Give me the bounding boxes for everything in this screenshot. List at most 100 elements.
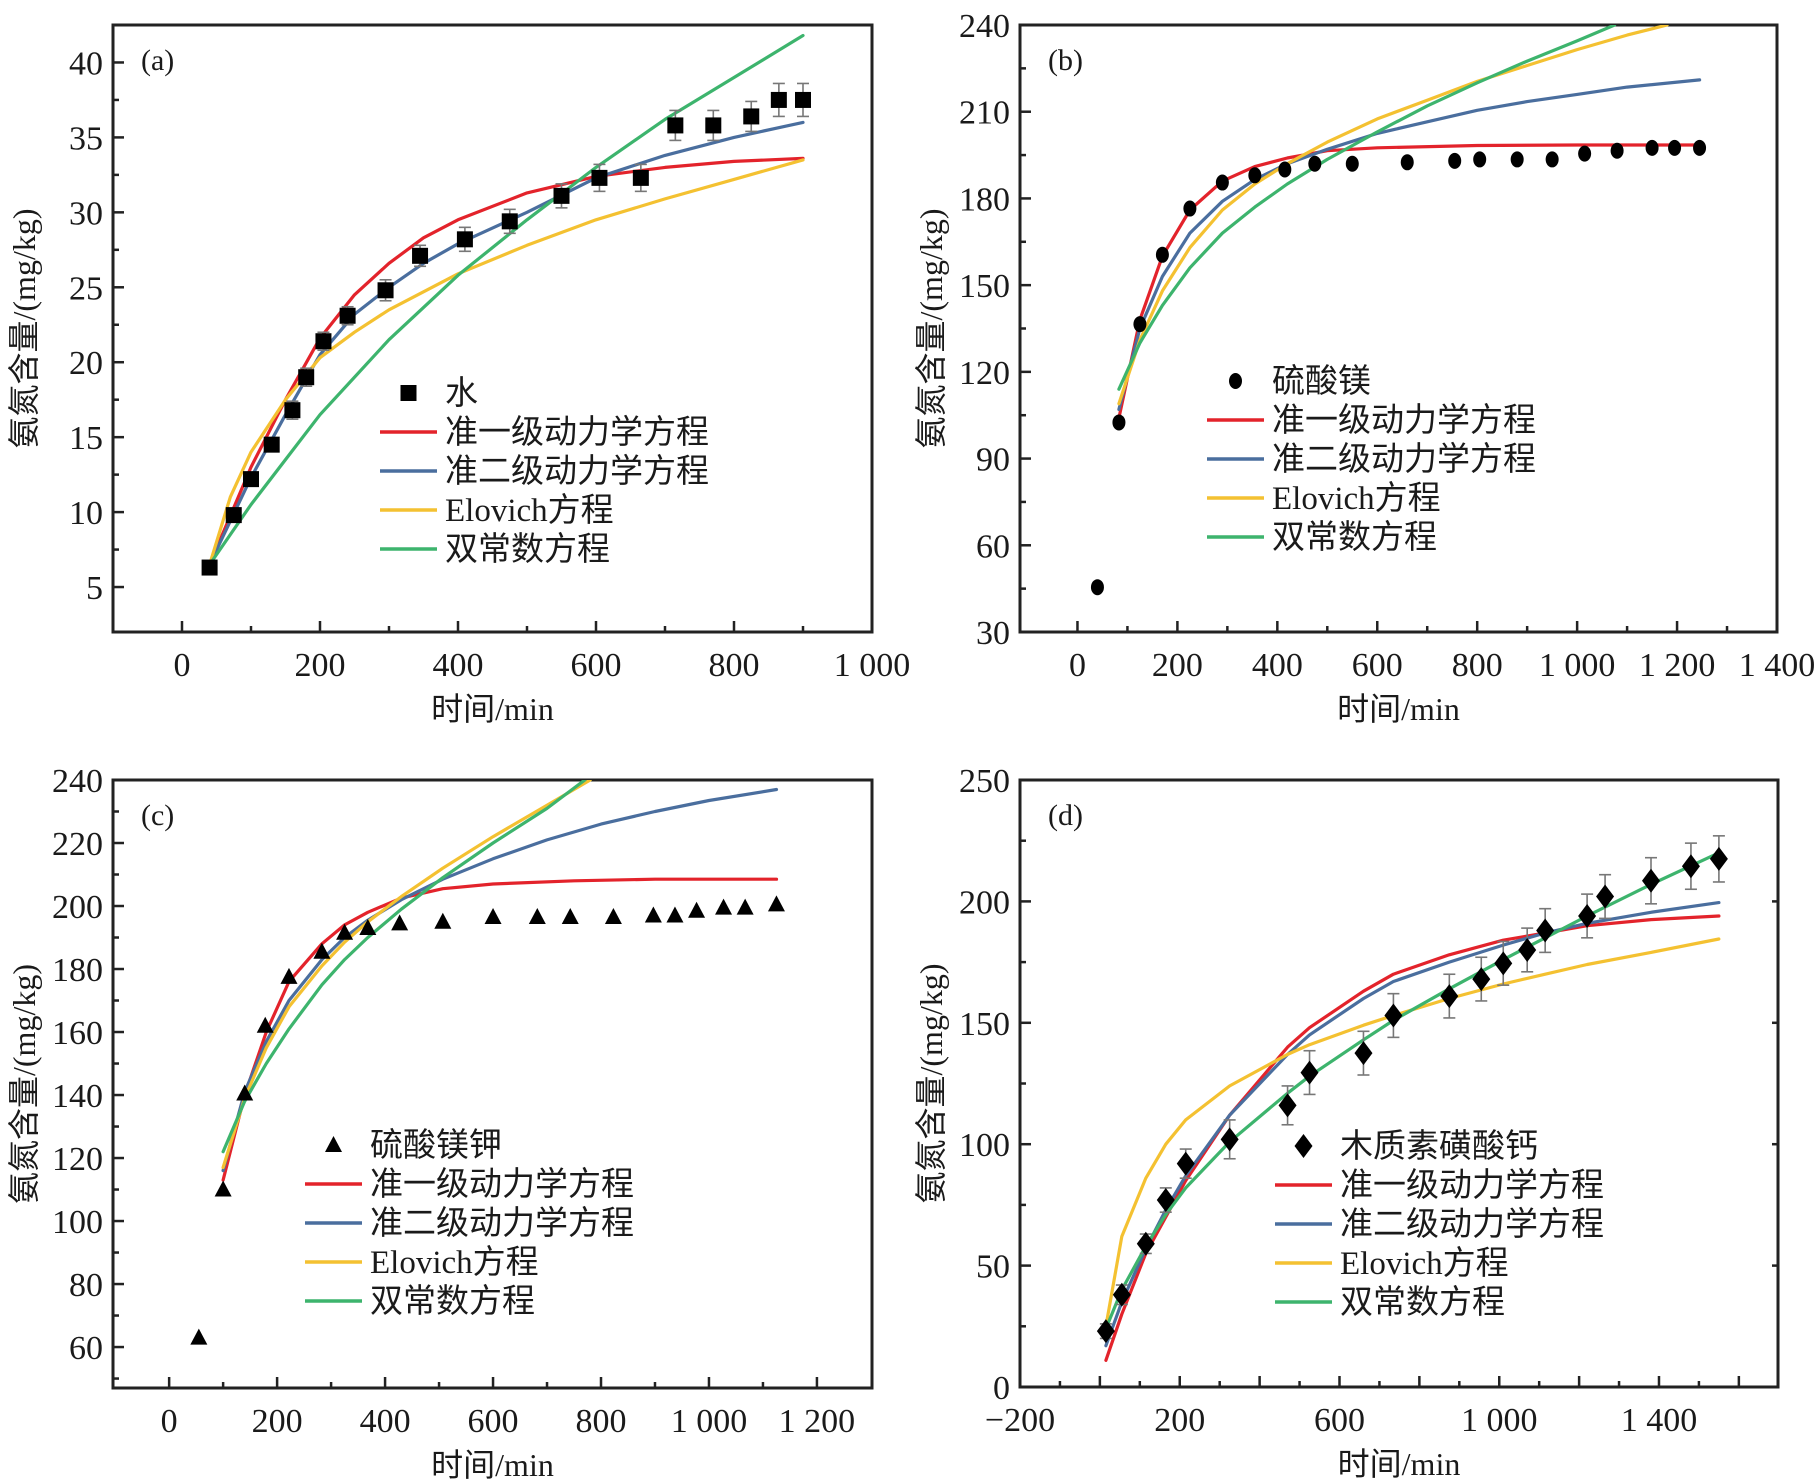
data-point-triangle <box>666 906 684 923</box>
y-tick-label: 100 <box>52 1204 103 1241</box>
fit-line-pso <box>221 787 779 1173</box>
fit-line-two_constant <box>208 33 805 567</box>
y-axis-title: 氨氮含量/(mg/kg) <box>913 209 949 449</box>
data-point-circle <box>1248 167 1262 184</box>
legend-label-elovich: Elovich方程 <box>1340 1245 1509 1282</box>
x-tick-label: 200 <box>295 647 346 684</box>
panel-label: (a) <box>141 44 174 77</box>
data-point-triangle <box>767 895 785 912</box>
legend-label-two_constant: 双常数方程 <box>1340 1284 1505 1321</box>
legend-label-elovich: Elovich方程 <box>445 492 614 529</box>
legend-marker <box>1229 373 1242 389</box>
y-axis-title: 氨氮含量/(mg/kg) <box>6 209 42 449</box>
data-point-circle <box>1112 414 1126 431</box>
legend-label-elovich: Elovich方程 <box>1272 480 1441 517</box>
y-tick-label: 80 <box>69 1267 103 1304</box>
y-tick-label: 220 <box>52 826 103 863</box>
data-point-square <box>770 91 787 108</box>
x-tick-label: 200 <box>252 1403 303 1440</box>
x-tick-label: 1 000 <box>1461 1402 1538 1439</box>
fit-line-two_constant <box>221 780 587 1154</box>
y-tick-label: 30 <box>69 195 103 232</box>
y-tick-label: 150 <box>959 1006 1010 1043</box>
x-tick-label: 800 <box>576 1403 627 1440</box>
y-tick-label: 240 <box>959 8 1010 45</box>
y-tick-label: 0 <box>993 1370 1010 1407</box>
panel-b: 0 200 400 600 800 1 000 1 200 1 400 30 60 90 120 150… <box>913 8 1815 727</box>
data-point-diamond <box>1096 1319 1115 1344</box>
data-point-square <box>339 307 356 324</box>
legend-label-data: 硫酸镁钾 <box>370 1127 502 1164</box>
x-tick-label: 0 <box>1069 647 1086 684</box>
x-tick-label: 0 <box>161 1403 178 1440</box>
y-tick-label: 180 <box>959 181 1010 218</box>
panel-label: (d) <box>1048 799 1083 832</box>
y-tick-label: 200 <box>959 884 1010 921</box>
fit-line-elovich <box>221 780 592 1170</box>
data-point-square <box>201 559 218 576</box>
y-tick-label: 35 <box>69 120 103 157</box>
data-point-square <box>743 108 760 125</box>
plot-area <box>190 780 785 1345</box>
x-tick-label: 600 <box>571 647 622 684</box>
legend-label-data: 硫酸镁 <box>1272 363 1371 400</box>
data-point-triangle <box>604 908 622 925</box>
data-point-triangle <box>391 914 409 931</box>
data-point-diamond <box>1384 1003 1403 1028</box>
data-point-circle <box>1308 155 1322 172</box>
data-point-circle <box>1278 161 1292 178</box>
y-tick-label: 200 <box>52 889 103 926</box>
data-point-diamond <box>1220 1127 1239 1152</box>
y-tick-label: 30 <box>976 615 1010 652</box>
legend-marker <box>1294 1134 1313 1158</box>
legend-label-pso: 准二级动力学方程 <box>1340 1206 1604 1243</box>
data-point-square <box>412 247 429 264</box>
plot-area <box>1090 25 1707 596</box>
data-point-square <box>591 169 608 186</box>
legend-label-pso: 准二级动力学方程 <box>445 453 709 490</box>
fit-line-elovich <box>1117 25 1669 406</box>
data-point-diamond <box>1176 1151 1195 1176</box>
x-tick-label: 200 <box>1154 1402 1205 1439</box>
y-axis-title: 氨氮含量/(mg/kg) <box>6 964 42 1204</box>
legend-label-elovich: Elovich方程 <box>370 1244 539 1281</box>
x-tick-label: 600 <box>1352 647 1403 684</box>
legend-label-pfo: 准一级动力学方程 <box>445 414 709 451</box>
data-point-diamond <box>1518 937 1537 962</box>
data-point-circle <box>1668 139 1682 156</box>
data-point-triangle <box>736 898 754 915</box>
data-point-triangle <box>528 908 546 925</box>
x-axis-title: 时间/min <box>431 1447 554 1482</box>
data-point-square <box>225 507 242 524</box>
data-point-square <box>315 333 332 350</box>
x-axis-title: 时间/min <box>1337 691 1460 727</box>
x-tick-label: 1 400 <box>1621 1402 1698 1439</box>
data-point-triangle <box>715 898 733 915</box>
data-point-diamond <box>1536 918 1555 943</box>
data-point-circle <box>1133 316 1147 333</box>
y-tick-label: 240 <box>52 763 103 800</box>
data-point-circle <box>1578 145 1592 162</box>
data-point-diamond <box>1578 903 1597 928</box>
x-tick-label: 400 <box>1252 647 1303 684</box>
data-point-triangle <box>313 942 331 959</box>
data-point-circle <box>1090 579 1104 596</box>
fit-line-pfo <box>1117 143 1702 420</box>
y-tick-label: 50 <box>976 1249 1010 1286</box>
x-tick-label: 1 000 <box>834 647 911 684</box>
x-tick-label: −200 <box>985 1402 1055 1439</box>
x-tick-label: 400 <box>433 647 484 684</box>
data-point-diamond <box>1300 1060 1319 1085</box>
data-point-diamond <box>1472 967 1491 992</box>
data-point-square <box>456 231 473 248</box>
x-tick-label: 600 <box>1314 1402 1365 1439</box>
y-tick-label: 15 <box>69 420 103 457</box>
legend-label-pfo: 准一级动力学方程 <box>1272 402 1536 439</box>
y-tick-label: 210 <box>959 95 1010 132</box>
y-tick-label: 180 <box>52 952 103 989</box>
x-tick-label: 800 <box>1452 647 1503 684</box>
y-tick-label: 10 <box>69 495 103 532</box>
